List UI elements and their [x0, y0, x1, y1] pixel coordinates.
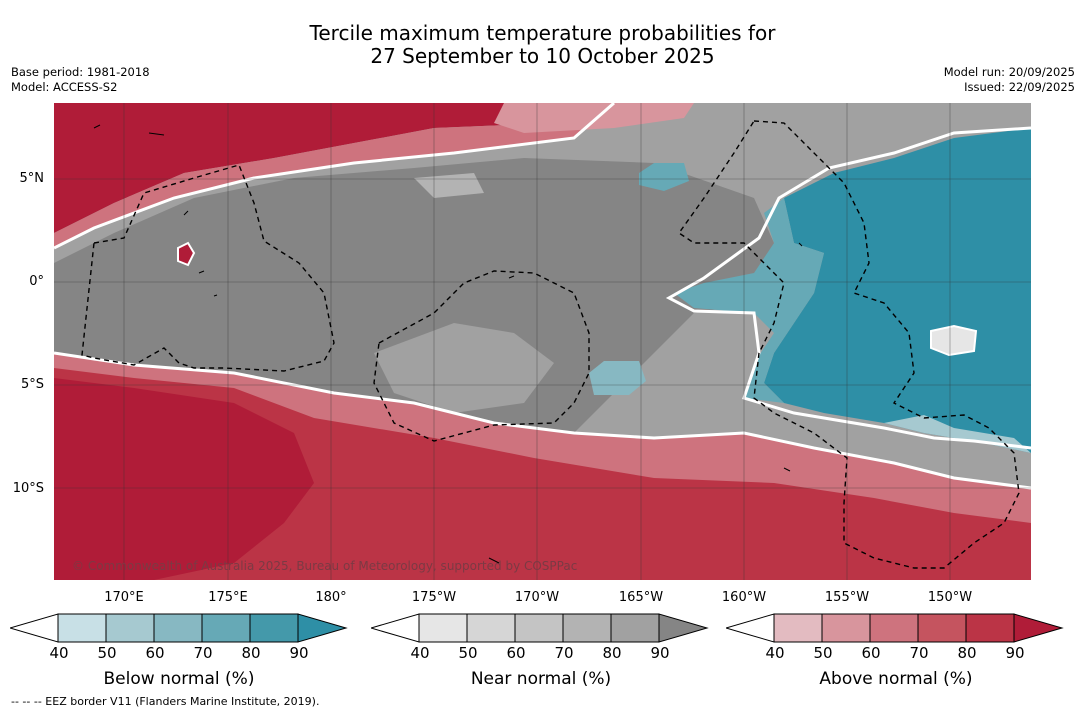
near-tick-70: 70 [554, 644, 574, 662]
lat-tick-0: 0° [29, 274, 44, 289]
below-cb-max-arrow [297, 613, 348, 643]
below-cb-swatch-2 [105, 613, 155, 643]
base-period: Base period: 1981-2018 [11, 65, 150, 79]
above-normal-south-mid [54, 368, 1031, 580]
copyright-notice: © Commonwealth of Australia 2025, Bureau… [72, 559, 578, 573]
near-cb-max-arrow [658, 613, 709, 643]
below-tick-40: 40 [49, 644, 69, 662]
below-tick-90: 90 [289, 644, 309, 662]
below-normal-east-mid [674, 198, 824, 403]
above-cb-swatch-2 [821, 613, 871, 643]
eez-footnote: -- -- -- EEZ border V11 (Flanders Marine… [11, 695, 320, 708]
colorbar-near-swatches [371, 613, 709, 643]
above-tick-40: 40 [765, 644, 785, 662]
above-normal-north [54, 103, 574, 233]
white-contour-east [665, 126, 1031, 450]
meta-right: Model run: 20/09/2025 Issued: 22/09/2025 [944, 65, 1075, 95]
title-line-1: Tercile maximum temperature probabilitie… [309, 21, 776, 45]
near-tick-90: 90 [650, 644, 670, 662]
above-cb-swatch-4 [917, 613, 967, 643]
colorbar-above-normal [726, 613, 1064, 643]
white-contour-south [54, 351, 1031, 490]
below-cb-swatch-3 [153, 613, 203, 643]
map-title: Tercile maximum temperature probabilitie… [0, 22, 1085, 68]
lat-tick-5n: 5°N [19, 171, 45, 186]
below-cb-swatch-1 [57, 613, 107, 643]
lon-tick-175e: 175°E [208, 590, 248, 605]
near-tick-50: 50 [458, 644, 478, 662]
above-tick-80: 80 [957, 644, 977, 662]
lat-tick-10s: 10°S [12, 481, 44, 496]
white-inner-patch [930, 324, 978, 357]
below-cb-min-arrow [10, 613, 59, 643]
below-tick-60: 60 [145, 644, 165, 662]
lon-tick-155w: 155°W [824, 590, 870, 605]
above-normal-south-core [54, 378, 314, 580]
lat-tick-5s: 5°S [20, 377, 44, 392]
below-normal-east [764, 128, 1031, 453]
near-cb-min-arrow [371, 613, 420, 643]
above-tick-50: 50 [813, 644, 833, 662]
title-line-2: 27 September to 10 October 2025 [370, 44, 715, 68]
lon-tick-165w: 165°W [618, 590, 664, 605]
white-contour-north [54, 103, 615, 250]
below-tick-80: 80 [241, 644, 261, 662]
colorbar-below-normal [10, 613, 348, 643]
near-cb-swatch-2 [466, 613, 516, 643]
near-cb-swatch-3 [514, 613, 564, 643]
near-tick-80: 80 [602, 644, 622, 662]
near-normal-label: Near normal (%) [470, 669, 612, 689]
below-normal-patch-south [589, 361, 646, 395]
lon-tick-170e: 170°E [104, 590, 144, 605]
colorbar-near-normal [371, 613, 709, 643]
near-normal-light-patch [374, 323, 554, 413]
above-normal-north-edge [54, 103, 614, 248]
lon-tick-150w: 150°W [927, 590, 973, 605]
above-cb-min-arrow [726, 613, 775, 643]
near-cb-swatch-5 [610, 613, 660, 643]
below-normal-label: Below normal (%) [103, 669, 255, 689]
near-tick-40: 40 [410, 644, 430, 662]
below-cb-swatch-4 [201, 613, 251, 643]
issued-date: Issued: 22/09/2025 [964, 80, 1075, 94]
above-normal-label: Above normal (%) [819, 669, 973, 689]
above-normal-islet [177, 241, 196, 267]
above-tick-70: 70 [909, 644, 929, 662]
below-cb-swatch-5 [249, 613, 299, 643]
below-tick-50: 50 [97, 644, 117, 662]
above-cb-max-arrow [1013, 613, 1064, 643]
above-cb-swatch-5 [965, 613, 1015, 643]
model-run: Model run: 20/09/2025 [943, 65, 1075, 79]
eez-borders [81, 120, 1020, 569]
model-name: Model: ACCESS-S2 [11, 80, 118, 94]
lon-tick-175w: 175°W [411, 590, 457, 605]
lon-tick-160w: 160°W [721, 590, 767, 605]
colorbar-above-swatches [726, 613, 1064, 643]
islands [93, 124, 803, 564]
above-tick-60: 60 [861, 644, 881, 662]
below-tick-70: 70 [193, 644, 213, 662]
above-cb-swatch-1 [773, 613, 823, 643]
near-cb-swatch-1 [418, 613, 468, 643]
probability-map [54, 103, 1031, 580]
near-cb-swatch-4 [562, 613, 612, 643]
grid-lines [54, 103, 1031, 580]
lon-tick-180: 180° [315, 590, 347, 605]
colorbar-below-swatches [10, 613, 348, 643]
above-tick-90: 90 [1005, 644, 1025, 662]
lon-tick-170w: 170°W [514, 590, 560, 605]
above-cb-swatch-3 [869, 613, 919, 643]
below-normal-patch-north [639, 163, 689, 191]
meta-left: Base period: 1981-2018 Model: ACCESS-S2 [11, 65, 150, 95]
above-normal-north-east [494, 103, 694, 133]
near-tick-60: 60 [506, 644, 526, 662]
